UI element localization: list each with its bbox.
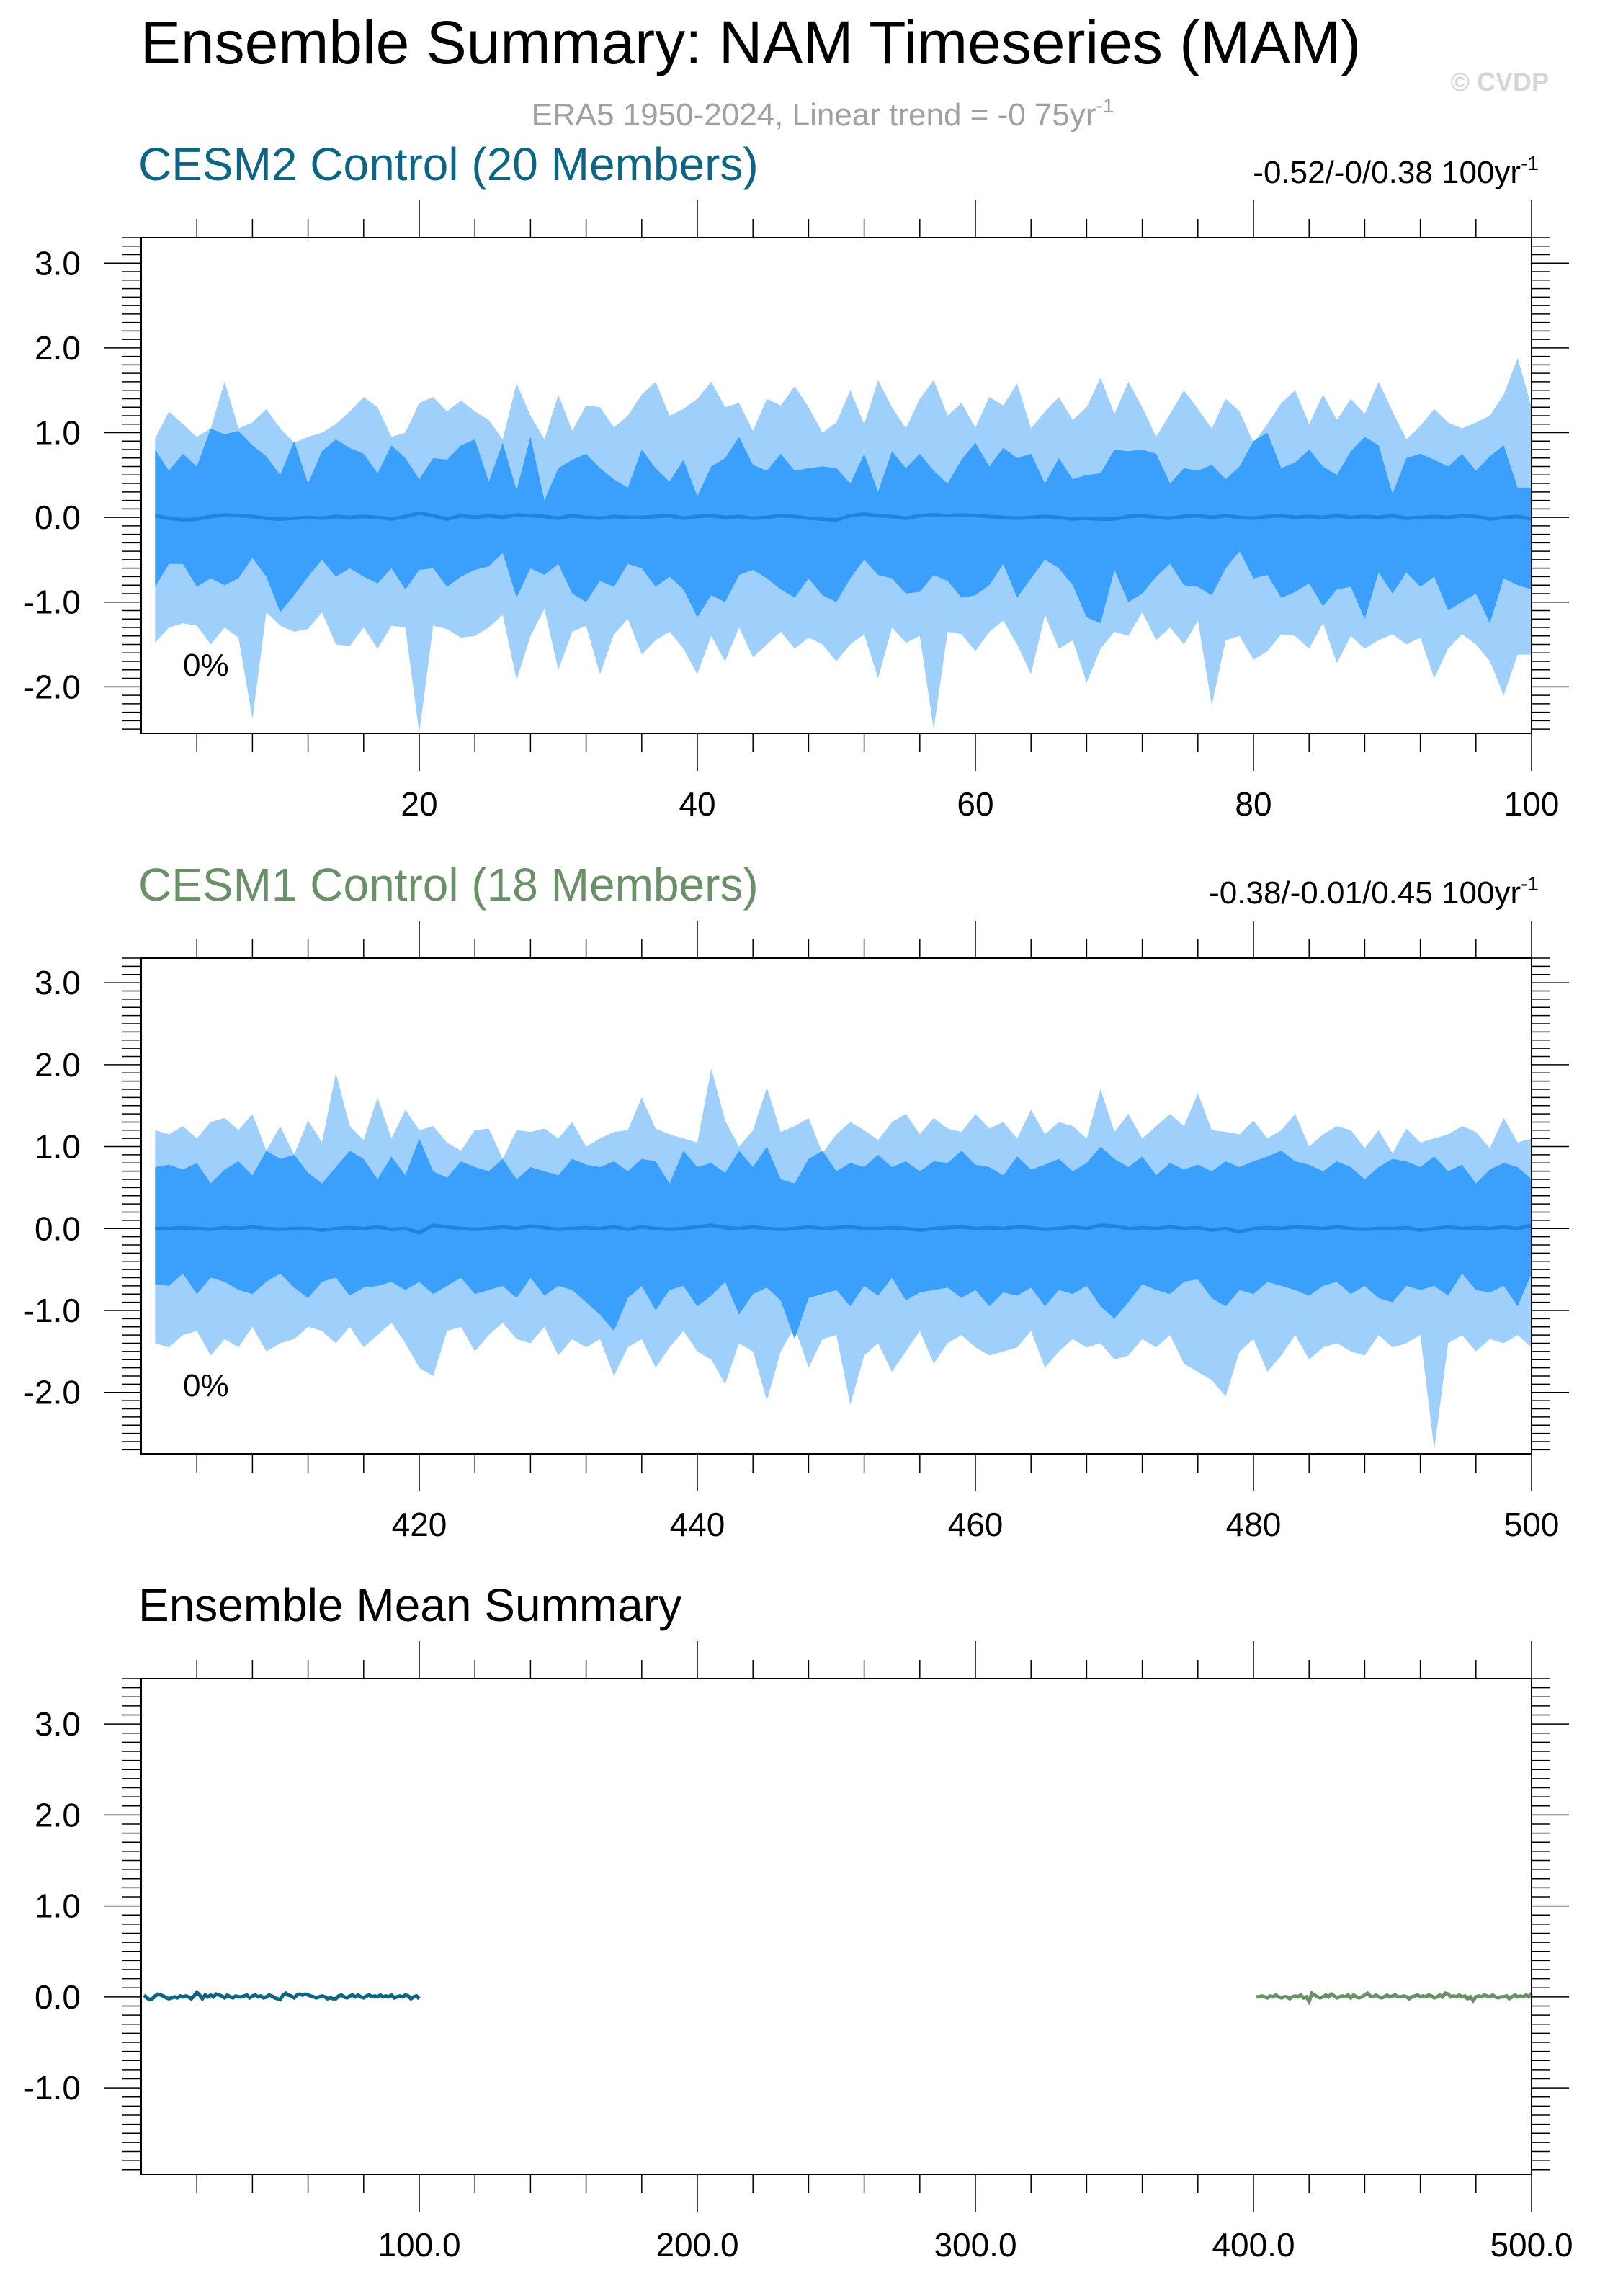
- subtitle-text: ERA5 1950-2024, Linear trend = -0 75yr: [532, 97, 1096, 133]
- panel-2-ytick-label: 1.0: [35, 1888, 81, 1925]
- panel-0-frame: [140, 237, 1532, 734]
- panel-0-ytick-label: -1.0: [24, 584, 81, 621]
- panel-cesm2-title: CESM2 Control (20 Members): [138, 138, 759, 190]
- panel-0-ytick-label: -2.0: [24, 668, 81, 705]
- panel-cesm2-trend: -0.52/-0/0.38 100yr-1: [1253, 152, 1539, 190]
- panel-2-ytick-label: 2.0: [35, 1796, 81, 1833]
- panel-cesm2-trend-text: -0.52/-0/0.38 100yr: [1253, 155, 1521, 190]
- panel-1-xtick-label: 480: [1226, 1506, 1282, 1543]
- panel-1-ytick-label: 0.0: [35, 1210, 81, 1247]
- panel-2-ytick-label: 3.0: [35, 1705, 81, 1743]
- panel-2-frame: [140, 1678, 1532, 2175]
- panel-1-xtick-label: 440: [670, 1506, 725, 1543]
- panel-2-xtick-label: 100.0: [377, 2226, 460, 2264]
- panel-2-xtick-label: 300.0: [934, 2226, 1016, 2264]
- panel-0-ytick-label: 0.0: [35, 499, 81, 536]
- panel-ensemble-mean-title: Ensemble Mean Summary: [138, 1579, 681, 1631]
- panel-2-xtick-label: 500.0: [1490, 2226, 1573, 2264]
- panel-0-xtick-label: 20: [401, 785, 437, 823]
- panel-0-ytick-label: 3.0: [35, 244, 81, 282]
- panel-1-ytick-label: -1.0: [24, 1292, 81, 1329]
- panel-0-percent-label: 0%: [183, 648, 229, 683]
- panel-1-mean-line: [155, 1223, 1532, 1235]
- panel-0-xtick-label: 40: [679, 785, 715, 823]
- panel-0-xtick-label: 80: [1235, 785, 1271, 823]
- panel-cesm1-trend-text: -0.38/-0.01/0.45 100yr: [1209, 875, 1521, 911]
- panel-1-inner-band: [155, 1138, 1532, 1339]
- panel-2-xtick-label: 400.0: [1212, 2226, 1295, 2264]
- panel-0-xtick-label: 60: [957, 785, 993, 823]
- panel-0-xtick-label: 100: [1504, 785, 1560, 823]
- panel-2-cesm2_mean-line: [143, 1989, 421, 2002]
- panel-cesm1-title: CESM1 Control (18 Members): [138, 859, 759, 911]
- panel-cesm1-trend-sup: -1: [1521, 872, 1539, 895]
- panel-1-frame: [140, 957, 1532, 1455]
- panel-cesm2-trend-sup: -1: [1521, 152, 1539, 174]
- panel-1-ytick-label: -2.0: [24, 1374, 81, 1411]
- panel-0-ytick-label: 2.0: [35, 329, 81, 367]
- panel-1-ytick-label: 3.0: [35, 964, 81, 1001]
- panel-2-ytick-label: -1.0: [24, 2069, 81, 2107]
- panel-1-xtick-label: 500: [1504, 1506, 1560, 1543]
- panel-1-ytick-label: 2.0: [35, 1046, 81, 1084]
- panel-2-cesm1_mean-line: [1256, 1990, 1533, 2006]
- panel-1-xtick-label: 420: [392, 1506, 447, 1543]
- panel-ensemble-mean: Ensemble Mean Summary 3.0 2.0 1.0 0.0 -1.0 10…: [24, 1579, 1573, 2264]
- panel-2-ytick-label: 0.0: [35, 1978, 81, 2016]
- figure-title: Ensemble Summary: NAM Timeseries (MAM): [140, 9, 1361, 76]
- watermark: © CVDP: [1450, 67, 1549, 97]
- panel-1-ytick-label: 1.0: [35, 1128, 81, 1166]
- panel-0-inner-band: [155, 428, 1532, 624]
- panel-cesm2: CESM2 Control (20 Members) -0.52/-0/0.38…: [24, 138, 1569, 823]
- panel-1-xtick-label: 460: [948, 1506, 1004, 1543]
- panel-2-xtick-label: 200.0: [656, 2226, 738, 2264]
- panel-cesm1-trend: -0.38/-0.01/0.45 100yr-1: [1209, 872, 1539, 911]
- panel-0-ytick-label: 1.0: [35, 414, 81, 451]
- figure-subtitle: ERA5 1950-2024, Linear trend = -0 75yr-1: [532, 94, 1114, 133]
- panel-cesm1: CESM1 Control (18 Members) -0.38/-0.01/0…: [24, 859, 1569, 1543]
- panel-0-mean-line: [154, 511, 1532, 522]
- panel-1-percent-label: 0%: [183, 1368, 229, 1403]
- subtitle-sup: -1: [1096, 94, 1114, 117]
